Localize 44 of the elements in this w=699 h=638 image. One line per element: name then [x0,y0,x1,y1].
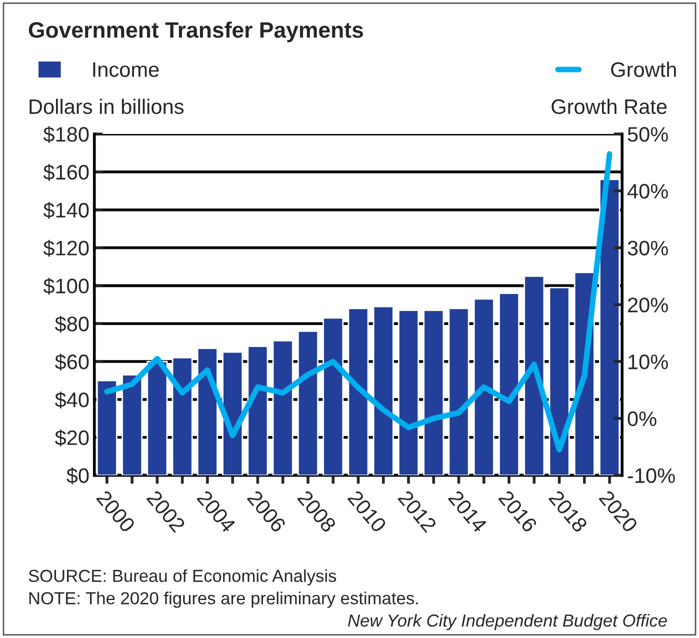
bar [146,360,168,476]
bar [172,357,193,476]
y-tick-label: $40 [54,392,89,408]
source-note: SOURCE: Bureau of Economic Analysis [28,569,336,586]
bar [423,310,444,476]
bar [498,292,520,476]
chart-title: Government Transfer Payments [28,22,363,42]
bar [473,298,494,476]
y-tick-label: $160 [43,164,89,181]
y2-tick-label: 0% [628,411,656,426]
y2-tick-label: 40% [627,184,668,199]
y-tick-label: $0 [66,467,89,484]
y2-tick-label: 50% [628,126,668,142]
bar [122,374,143,476]
y-tick-label: $140 [43,202,89,219]
bar [348,308,369,476]
y-tick-label: $180 [43,126,89,143]
bar [272,340,294,476]
y-tick-label: $60 [54,354,89,371]
bar [322,317,344,476]
bar [247,346,268,476]
y2-tick-label: 10% [628,354,668,370]
text: NOTE: The 2020 figures are preliminary estimates. [29,592,418,608]
bar [524,276,545,476]
y2-tick-label: 30% [628,240,668,256]
bar [548,286,570,476]
y2-tick-label: -10% [628,468,675,484]
bar [448,308,470,476]
bar [297,330,318,476]
y2-tick-label: 20% [628,298,668,312]
y-axis-title: Dollars in billions [30,98,184,114]
y2-axis-title: Growth Rate [552,98,667,114]
text: New York City Independent Budget Office [348,614,667,630]
y-tick-label: $120 [43,240,89,257]
bar [96,380,118,476]
bar [398,310,419,476]
y-tick-label: $80 [54,316,89,333]
legend-label: Income [93,62,159,77]
bar [196,348,218,476]
bar [372,306,394,476]
y-tick-label: $100 [43,278,89,295]
legend-label: Growth [611,62,676,77]
y-tick-label: $20 [54,430,89,446]
bar [599,178,620,476]
